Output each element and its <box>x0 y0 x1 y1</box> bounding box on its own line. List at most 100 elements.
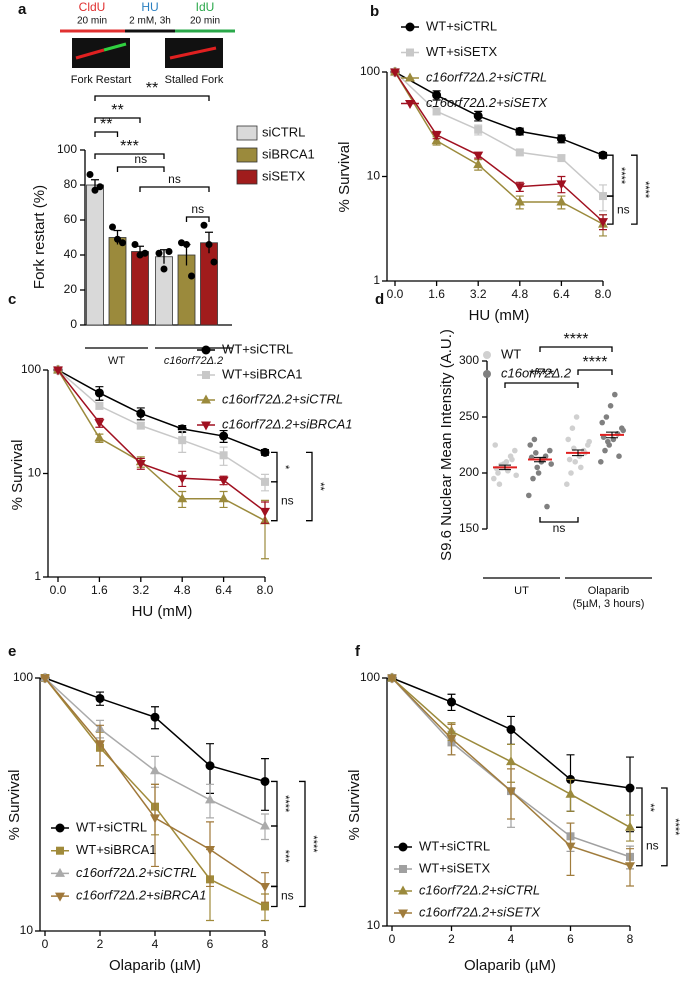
marker <box>506 756 516 766</box>
legend-swatch <box>236 147 258 163</box>
fork-restart-image <box>72 38 130 68</box>
significance-bracket <box>271 885 278 908</box>
image-track <box>75 48 105 60</box>
protocol-label: IdU <box>196 0 215 14</box>
error-bar <box>499 464 511 471</box>
marker <box>205 794 215 804</box>
marker <box>473 151 484 161</box>
significance-label: ** <box>111 102 123 119</box>
legend-label: c16orf72Δ.2+siBRCA1 <box>222 416 352 431</box>
data-point <box>573 414 580 420</box>
legend-marker <box>483 351 491 359</box>
data-point <box>210 258 218 266</box>
x-tick-label: 2 <box>448 932 455 946</box>
x-tick-label: 6 <box>567 932 574 946</box>
significance-label: **** <box>583 354 608 371</box>
significance-bracket <box>539 517 579 523</box>
protocol-detail: 20 min <box>190 16 220 27</box>
series-line <box>57 369 266 513</box>
y-tick-label: 1 <box>373 273 380 287</box>
marker <box>514 183 525 193</box>
panel-label: f <box>355 643 361 660</box>
group-label: c16orf72Δ.2 <box>164 355 223 367</box>
legend-marker <box>406 48 414 57</box>
marker <box>390 68 400 78</box>
legend-marker <box>399 865 407 873</box>
data-point <box>569 425 576 432</box>
data-point <box>188 272 195 280</box>
panel-label: c <box>8 291 16 308</box>
data-point <box>607 403 614 409</box>
x-tick-label: 1.6 <box>428 287 445 301</box>
marker <box>515 148 524 157</box>
legend-label: siSETX <box>262 168 306 183</box>
series-line <box>57 369 266 522</box>
legend-label: WT+siSETX <box>419 860 490 875</box>
significance-label: ns <box>646 839 659 853</box>
marker <box>260 820 270 830</box>
marker <box>565 842 576 852</box>
x-tick-label: 0 <box>389 932 396 946</box>
significance-bracket <box>271 481 278 522</box>
significance-bracket <box>631 154 638 225</box>
y-axis-label: Fork restart (%) <box>31 185 48 289</box>
legend-marker <box>202 371 210 379</box>
data-point <box>527 442 533 448</box>
significance-bracket <box>607 195 614 225</box>
x-axis-label: Olaparib (µM) <box>109 957 201 974</box>
data-point <box>598 459 604 465</box>
significance-label: **** <box>615 167 627 185</box>
significance-bracket <box>539 346 613 352</box>
significance-label: **** <box>279 795 291 813</box>
data-point <box>165 248 173 255</box>
legend-marker <box>55 892 65 902</box>
significance-bracket <box>185 216 210 222</box>
y-tick-label: 250 <box>459 409 479 423</box>
marker <box>135 459 146 469</box>
y-tick-label: 40 <box>64 247 78 261</box>
x-axis-label: HU (mM) <box>469 307 530 324</box>
marker <box>432 107 441 116</box>
data-point <box>620 427 626 434</box>
panel-label: e <box>8 643 16 660</box>
y-tick-label: 1 <box>34 569 41 583</box>
x-tick-label: 0 <box>42 937 49 951</box>
significance-bracket <box>661 787 668 867</box>
x-tick-label: 8 <box>262 937 269 951</box>
marker <box>598 150 608 160</box>
data-point <box>155 249 163 257</box>
significance-label: ns <box>168 172 181 186</box>
legend-label: c16orf72Δ.2 <box>501 365 572 380</box>
significance-label: ns <box>134 152 147 166</box>
marker <box>150 712 160 722</box>
marker <box>94 388 104 398</box>
x-tick-label: 0.0 <box>387 287 404 301</box>
significance-bracket <box>636 826 643 867</box>
data-point <box>86 171 94 178</box>
significance-bracket <box>607 154 614 197</box>
panel-label: a <box>18 1 27 18</box>
x-tick-label: 1.6 <box>91 583 108 597</box>
legend-label: c16orf72Δ.2+siSETX <box>426 95 548 110</box>
data-point <box>578 464 584 471</box>
data-point <box>141 249 149 257</box>
image-label: Stalled Fork <box>165 74 224 86</box>
legend-marker <box>55 867 65 877</box>
marker <box>446 735 457 745</box>
protocol-detail: 2 mM, 3h <box>129 16 171 27</box>
marker <box>474 125 483 134</box>
marker <box>515 126 525 136</box>
significance-label: **** <box>529 367 554 384</box>
data-point <box>535 470 542 476</box>
marker <box>177 474 188 484</box>
marker <box>506 724 516 734</box>
significance-label: ** <box>314 482 326 491</box>
y-axis-label: S9.6 Nuclear Mean Intensity (A.U.) <box>438 329 455 561</box>
significance-bracket <box>139 186 210 192</box>
legend-marker <box>405 22 415 32</box>
marker <box>136 408 146 418</box>
y-tick-label: 200 <box>459 465 479 479</box>
marker <box>150 814 160 824</box>
x-tick-label: 6.4 <box>215 583 232 597</box>
significance-bracket <box>116 166 165 172</box>
